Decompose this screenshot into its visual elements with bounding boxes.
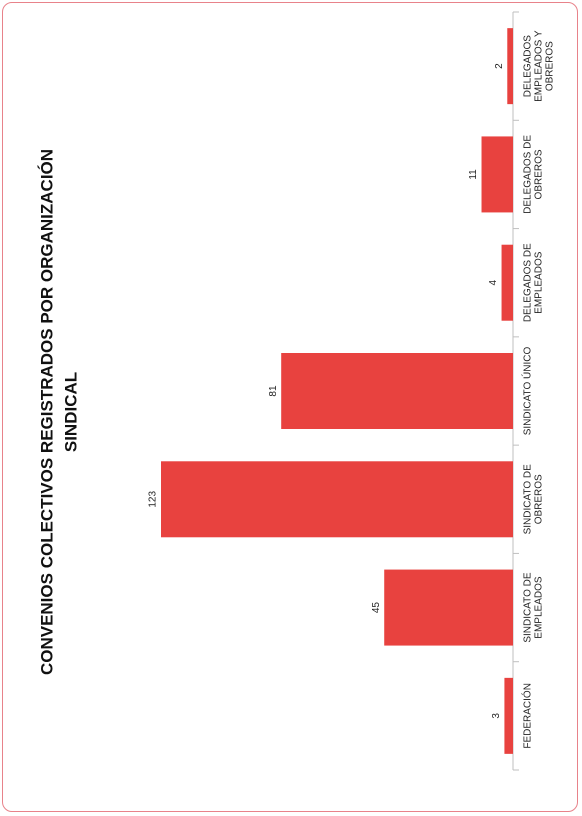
chart-title-line: CONVENIOS COLECTIVOS REGISTRADOS POR ORG… bbox=[37, 149, 56, 675]
bar bbox=[501, 244, 513, 321]
category-label: SINDICATO DE bbox=[523, 572, 534, 643]
bar bbox=[504, 677, 513, 754]
category-label: DELEGADOS DE bbox=[523, 135, 534, 214]
category-label: OBREROS bbox=[534, 474, 545, 524]
data-label: 2 bbox=[494, 63, 505, 69]
bar bbox=[161, 461, 513, 538]
category-label: DELEGADOS DE bbox=[523, 243, 534, 322]
category-label: EMPLEADOS bbox=[534, 576, 545, 639]
category-label: SINDICATO ÚNICO bbox=[521, 347, 534, 436]
data-label: 3 bbox=[491, 713, 502, 719]
bar bbox=[481, 136, 513, 213]
data-label: 45 bbox=[371, 602, 382, 614]
data-label: 4 bbox=[488, 279, 499, 285]
category-label: SINDICATO DE bbox=[523, 464, 534, 535]
category-label: DELEGADOS bbox=[523, 35, 534, 98]
category-label: FEDERACIÓN bbox=[521, 683, 534, 749]
category-axis bbox=[512, 11, 519, 771]
data-labels: 3 45 123 81 4 11 2 bbox=[148, 63, 505, 719]
bar bbox=[281, 353, 513, 429]
bar bbox=[507, 28, 513, 105]
bar bbox=[384, 569, 513, 646]
data-label: 11 bbox=[468, 169, 479, 180]
bars bbox=[161, 28, 513, 754]
category-label: EMPLEADOS Y bbox=[534, 30, 545, 102]
data-label: 81 bbox=[268, 385, 279, 397]
category-label: EMPLEADOS bbox=[534, 251, 545, 314]
category-label: OBREROS bbox=[534, 149, 545, 199]
chart-title-line: SINDICAL bbox=[61, 372, 80, 452]
category-label: OBREROS bbox=[545, 41, 556, 91]
chart-title: CONVENIOS COLECTIVOS REGISTRADOS POR ORG… bbox=[37, 149, 80, 675]
data-label: 123 bbox=[148, 491, 159, 508]
